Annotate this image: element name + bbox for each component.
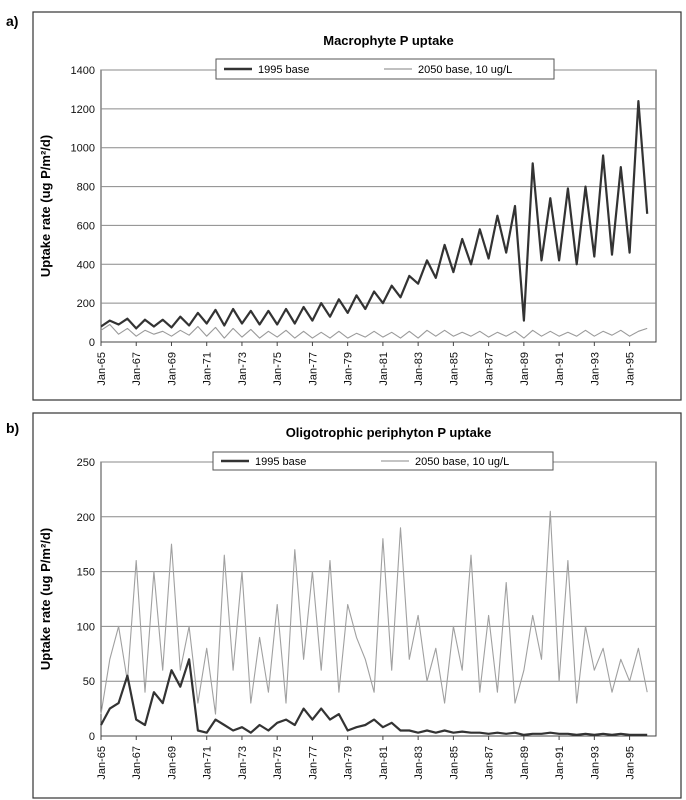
- legend-entry: 1995 base: [258, 64, 309, 76]
- chart-title: Oligotrophic periphyton P uptake: [286, 425, 492, 440]
- x-tick-label: Jan-89: [519, 352, 531, 386]
- x-tick-label: Jan-79: [343, 352, 355, 386]
- y-tick-label: 100: [77, 621, 95, 633]
- panel-a-letter: a): [6, 13, 18, 29]
- x-tick-label: Jan-67: [131, 352, 143, 386]
- x-tick-label: Jan-85: [448, 352, 460, 386]
- y-tick-label: 200: [77, 298, 95, 310]
- x-tick-label: Jan-77: [307, 746, 319, 780]
- x-tick-label: Jan-65: [96, 352, 108, 386]
- x-tick-label: Jan-91: [554, 746, 566, 780]
- y-tick-label: 150: [77, 567, 95, 579]
- x-tick-label: Jan-91: [554, 352, 566, 386]
- x-tick-label: Jan-71: [202, 352, 214, 386]
- y-tick-label: 1000: [71, 143, 95, 155]
- series-line-0: [100, 99, 649, 330]
- x-tick-label: Jan-67: [131, 746, 143, 780]
- y-tick-label: 250: [77, 457, 95, 469]
- x-tick-label: Jan-87: [484, 352, 496, 386]
- legend-entry: 2050 base, 10 ug/L: [418, 64, 512, 76]
- y-tick-label: 600: [77, 220, 95, 232]
- legend-entry: 2050 base, 10 ug/L: [415, 456, 509, 468]
- y-axis-label: Uptake rate (ug P/m²/d): [38, 528, 53, 670]
- panel-b-letter: b): [6, 420, 19, 436]
- x-tick-label: Jan-79: [343, 746, 355, 780]
- y-tick-label: 800: [77, 182, 95, 194]
- x-tick-label: Jan-71: [202, 746, 214, 780]
- x-tick-label: Jan-85: [448, 746, 460, 780]
- y-tick-label: 400: [77, 259, 95, 271]
- x-tick-label: Jan-81: [378, 352, 390, 386]
- series-line-1: [100, 323, 648, 339]
- y-tick-label: 1400: [71, 65, 95, 77]
- series-line-1: [100, 510, 648, 715]
- panel-a: 0 200 400 600 800 1000 1200 1400 Jan-65 Jan-67 Jan…: [38, 33, 657, 386]
- x-tick-label: Jan-69: [166, 746, 178, 780]
- x-tick-label: Jan-81: [378, 746, 390, 780]
- x-tick-label: Jan-95: [625, 746, 637, 780]
- chart-title: Macrophyte P uptake: [323, 33, 454, 48]
- series-line-0: [100, 658, 648, 737]
- x-tick-label: Jan-69: [166, 352, 178, 386]
- x-tick-label: Jan-73: [237, 746, 249, 780]
- x-tick-label: Jan-83: [413, 352, 425, 386]
- x-tick-label: Jan-73: [237, 352, 249, 386]
- plot-area: [100, 461, 657, 737]
- x-tick-label: Jan-93: [589, 352, 601, 386]
- x-tick-label: Jan-77: [307, 352, 319, 386]
- x-tick-label: Jan-93: [589, 746, 601, 780]
- y-tick-label: 0: [89, 731, 95, 743]
- x-tick-label: Jan-75: [272, 746, 284, 780]
- y-tick-label: 0: [89, 337, 95, 349]
- legend-entry: 1995 base: [255, 456, 306, 468]
- x-tick-label: Jan-65: [96, 746, 108, 780]
- x-tick-label: Jan-75: [272, 352, 284, 386]
- y-tick-label: 50: [83, 676, 95, 688]
- y-tick-label: 1200: [71, 104, 95, 116]
- y-axis-label: Uptake rate (ug P/m²/d): [38, 135, 53, 277]
- x-tick-label: Jan-83: [413, 746, 425, 780]
- y-tick-label: 200: [77, 512, 95, 524]
- x-tick-label: Jan-87: [484, 746, 496, 780]
- x-tick-label: Jan-95: [625, 352, 637, 386]
- plot-area: [100, 69, 657, 343]
- panel-b: 0 50 100 150 200 250 Jan-65 Jan-67 Jan-69 Jan-71 J…: [38, 425, 657, 780]
- x-tick-label: Jan-89: [519, 746, 531, 780]
